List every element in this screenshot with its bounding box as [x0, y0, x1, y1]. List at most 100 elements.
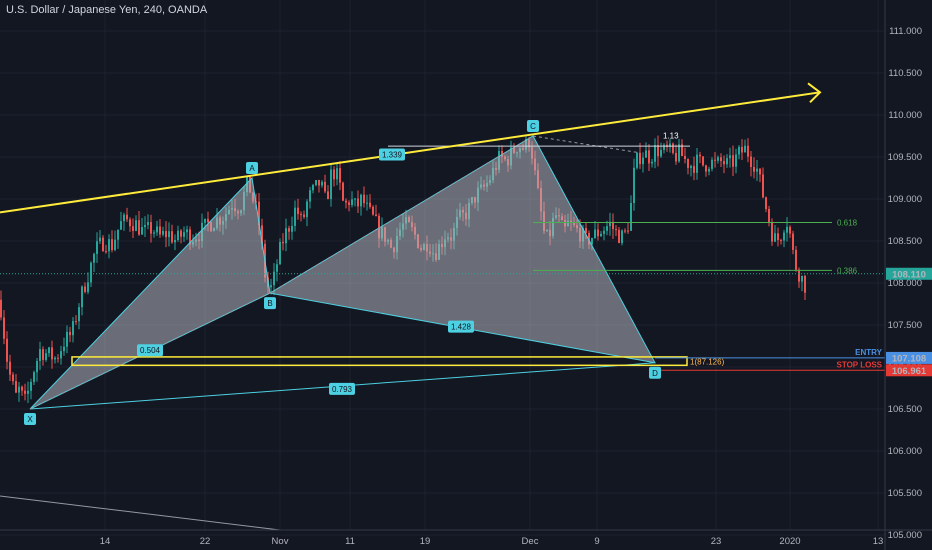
- ratio-label: 0.504: [140, 346, 161, 355]
- candle-body: [738, 146, 740, 155]
- ratio-badge: [329, 382, 355, 395]
- point-badge-b: [264, 297, 276, 310]
- candle-body: [54, 357, 56, 360]
- candle-body: [615, 229, 617, 231]
- candle-body: [366, 202, 368, 204]
- candle-body: [600, 233, 602, 237]
- candle-body: [789, 226, 791, 234]
- ratio-badge: [379, 148, 405, 161]
- candle-body: [768, 209, 770, 223]
- trendline-arrow-icon: [807, 82, 822, 104]
- candle-body: [660, 149, 662, 157]
- point-label: B: [267, 299, 272, 308]
- candle-body: [663, 144, 665, 150]
- pattern-dashed-extension: [532, 135, 641, 154]
- x-tick-label: Nov: [272, 536, 289, 547]
- point-badge-c: [527, 120, 539, 132]
- chart-title: U.S. Dollar / Japanese Yen, 240, OANDA: [6, 4, 208, 16]
- candle-body: [657, 145, 659, 157]
- candle-body: [645, 150, 647, 158]
- candle-body: [765, 197, 767, 210]
- candle-body: [84, 286, 86, 292]
- candle-body: [618, 229, 620, 243]
- candle-body: [288, 228, 290, 232]
- candle-body: [609, 221, 611, 227]
- candle-body: [627, 230, 629, 232]
- candle-body: [261, 225, 263, 244]
- candle-body: [285, 228, 287, 244]
- candle-body: [276, 264, 278, 272]
- candle-body: [12, 374, 14, 382]
- point-badge-x: [24, 413, 36, 425]
- candle-body: [132, 226, 134, 231]
- candle-body: [723, 161, 725, 165]
- candle-body: [273, 271, 275, 286]
- candle-body: [174, 239, 176, 243]
- candle-body: [726, 158, 728, 165]
- candle-body: [642, 157, 644, 165]
- price-badge: [886, 364, 932, 377]
- candle-body: [207, 218, 209, 223]
- candle-body: [348, 202, 350, 206]
- candle-body: [66, 331, 68, 347]
- candle-body: [33, 372, 35, 382]
- candle-body: [501, 151, 503, 157]
- fib-label: 0.618: [837, 219, 858, 228]
- candle-body: [162, 231, 164, 235]
- candle-body: [129, 219, 131, 227]
- stop-loss-label: STOP LOSS: [837, 360, 883, 369]
- y-tick-label: 108.500: [888, 236, 922, 247]
- candle-body: [336, 168, 338, 180]
- candle-body: [783, 232, 785, 241]
- y-tick-label: 105.500: [888, 488, 922, 499]
- point-label: X: [27, 415, 33, 424]
- candle-body: [9, 361, 11, 375]
- candle-body: [753, 167, 755, 172]
- candle-body: [105, 251, 107, 253]
- candle-body: [714, 159, 716, 161]
- y-tick-label: 106.000: [888, 446, 922, 457]
- price-badge: [886, 351, 932, 364]
- candle-body: [372, 206, 374, 215]
- candle-body: [750, 156, 752, 168]
- candle-body: [759, 168, 761, 175]
- ratio-badge: [137, 344, 163, 357]
- candle-body: [771, 222, 773, 242]
- candle-body: [744, 145, 746, 153]
- candle-body: [591, 238, 593, 245]
- candle-body: [363, 194, 365, 204]
- candle-body: [117, 229, 119, 240]
- y-tick-label: 106.500: [888, 404, 922, 415]
- candle-body: [282, 242, 284, 244]
- candle-body: [279, 242, 281, 265]
- y-tick-label: 110.000: [888, 110, 922, 121]
- candle-body: [297, 207, 299, 215]
- candle-body: [351, 199, 353, 206]
- candle-body: [801, 275, 803, 282]
- candle-body: [312, 185, 314, 191]
- candle-body: [678, 144, 680, 162]
- candle-body: [690, 165, 692, 168]
- candle-body: [612, 221, 614, 230]
- candle-body: [168, 231, 170, 238]
- point-label: A: [249, 164, 255, 173]
- candle-body: [606, 226, 608, 231]
- candle-body: [303, 214, 305, 218]
- candle-body: [159, 226, 161, 235]
- candle-body: [756, 168, 758, 172]
- candle-body: [321, 181, 323, 186]
- candle-body: [120, 221, 122, 230]
- point-label: C: [530, 122, 536, 131]
- entry-zone-box: [71, 356, 688, 367]
- candle-body: [111, 239, 113, 251]
- candle-body: [654, 145, 656, 162]
- candle-body: [327, 191, 329, 200]
- candle-body: [360, 194, 362, 207]
- candle-body: [144, 224, 146, 228]
- candle-body: [60, 351, 62, 359]
- candle-body: [51, 347, 53, 360]
- pattern-overlay[interactable]: 1.13 1(87.126) 0.618 0.386 ENTRY STOP LOSS 0.5…: [0, 82, 885, 531]
- x-tick-label: 22: [200, 536, 211, 547]
- candle-body: [594, 229, 596, 239]
